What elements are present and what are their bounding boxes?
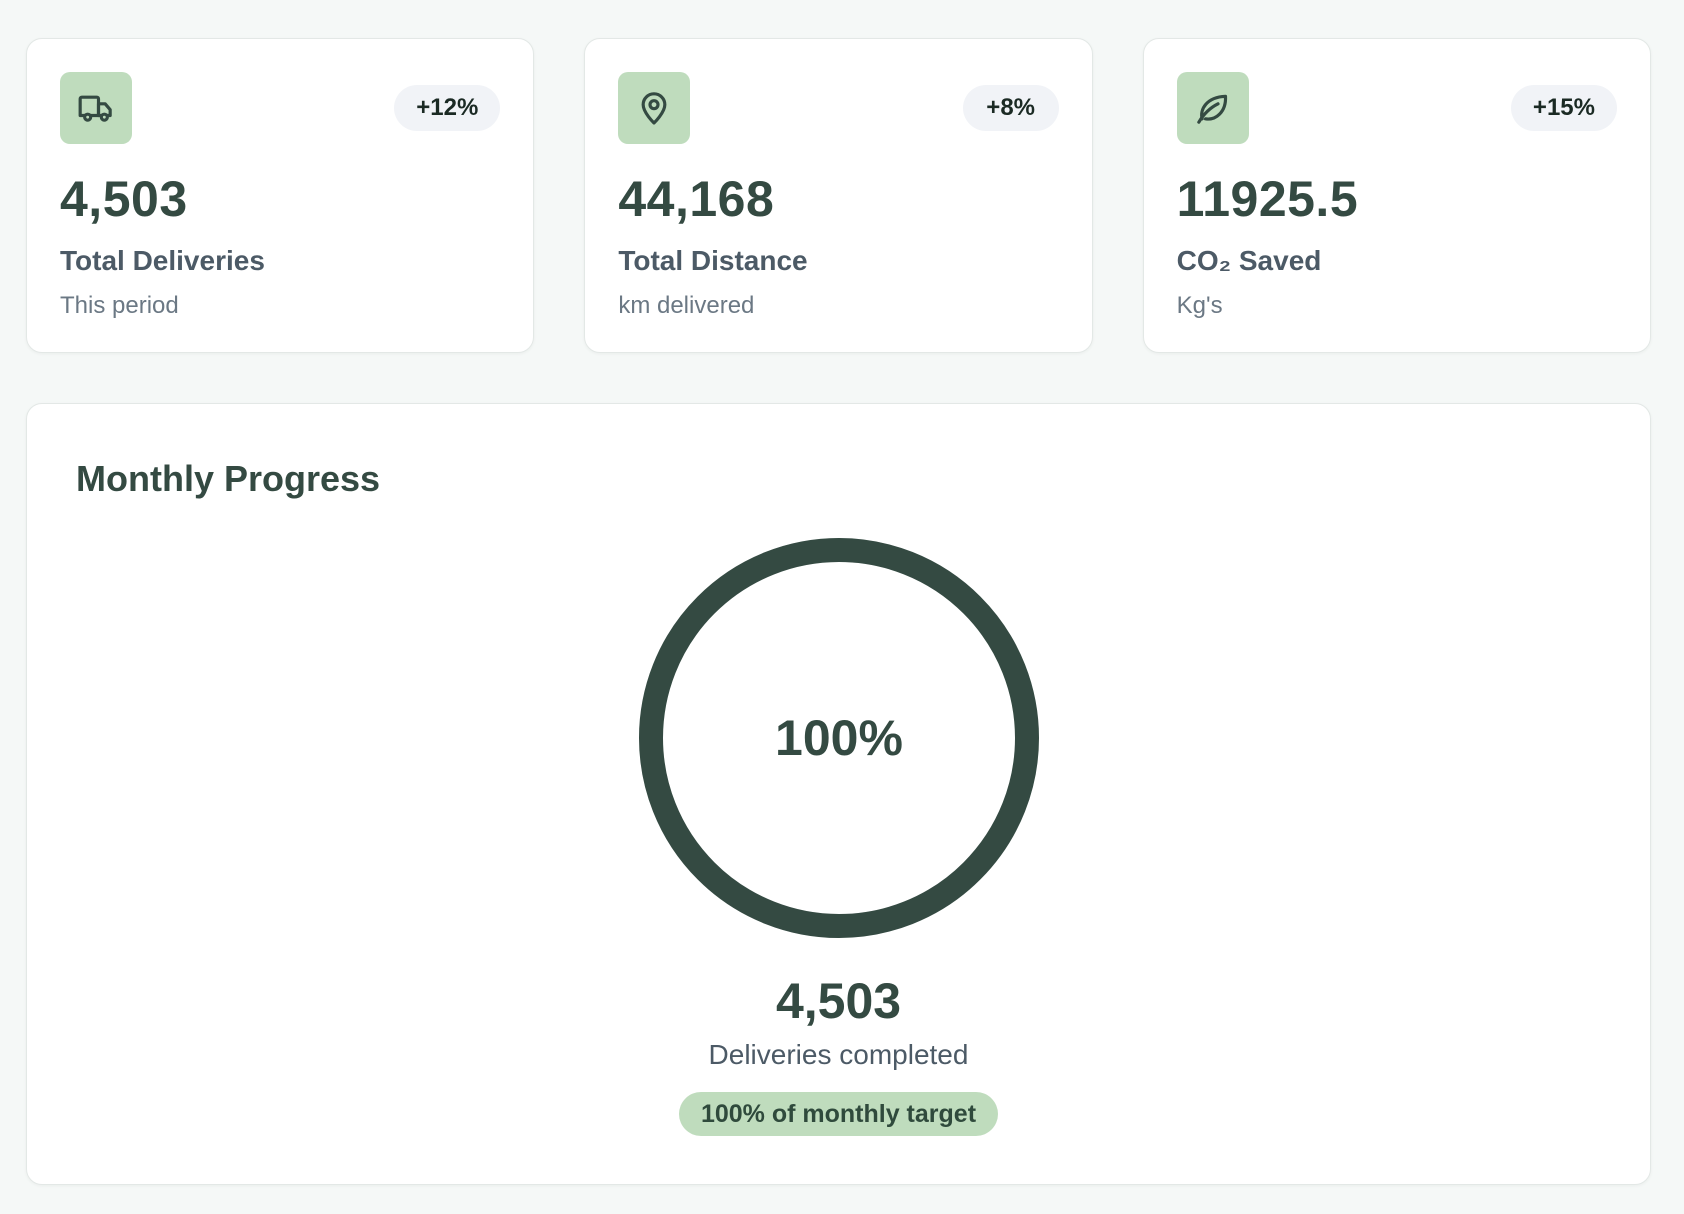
monthly-progress-card: Monthly Progress 100% 4,503 Deliveries c…: [26, 403, 1651, 1185]
map-pin-icon: [618, 72, 691, 144]
stat-card-header: +12%: [60, 72, 501, 144]
stat-card-header: +8%: [618, 72, 1059, 144]
stat-card-distance: +8% 44,168 Total Distance km delivered: [584, 38, 1093, 353]
change-badge: +8%: [962, 85, 1059, 131]
stat-value: 11925.5: [1176, 171, 1359, 227]
progress-percent: 100%: [775, 710, 903, 766]
target-badge: 100% of monthly target: [678, 1092, 999, 1136]
stat-subtitle: km delivered: [618, 291, 755, 319]
stat-card-co2: +15% 11925.5 CO₂ Saved Kg's: [1142, 38, 1651, 353]
stat-label: CO₂ Saved: [1176, 245, 1322, 276]
stat-value: 44,168: [618, 171, 775, 227]
target-badge-container: 100% of monthly target: [27, 1092, 1650, 1136]
section-title: Monthly Progress: [76, 458, 381, 499]
completed-label: Deliveries completed: [708, 1039, 969, 1070]
completed-value: 4,503: [775, 973, 902, 1029]
change-badge: +15%: [1510, 85, 1617, 131]
stat-card-deliveries: +12% 4,503 Total Deliveries This period: [26, 38, 535, 353]
leaf-icon: [1176, 72, 1249, 144]
stats-row: +12% 4,503 Total Deliveries This period …: [26, 38, 1651, 353]
progress-ring: 100%: [639, 538, 1039, 938]
progress-ring-fill: [639, 538, 1039, 938]
stat-card-header: +15%: [1176, 72, 1617, 144]
stat-value: 4,503: [60, 171, 188, 227]
stat-label: Total Deliveries: [60, 245, 265, 276]
stat-label: Total Distance: [618, 245, 808, 276]
change-badge: +12%: [394, 85, 501, 131]
stat-subtitle: Kg's: [1176, 291, 1223, 319]
stat-subtitle: This period: [60, 291, 179, 319]
truck-icon: [60, 72, 132, 144]
